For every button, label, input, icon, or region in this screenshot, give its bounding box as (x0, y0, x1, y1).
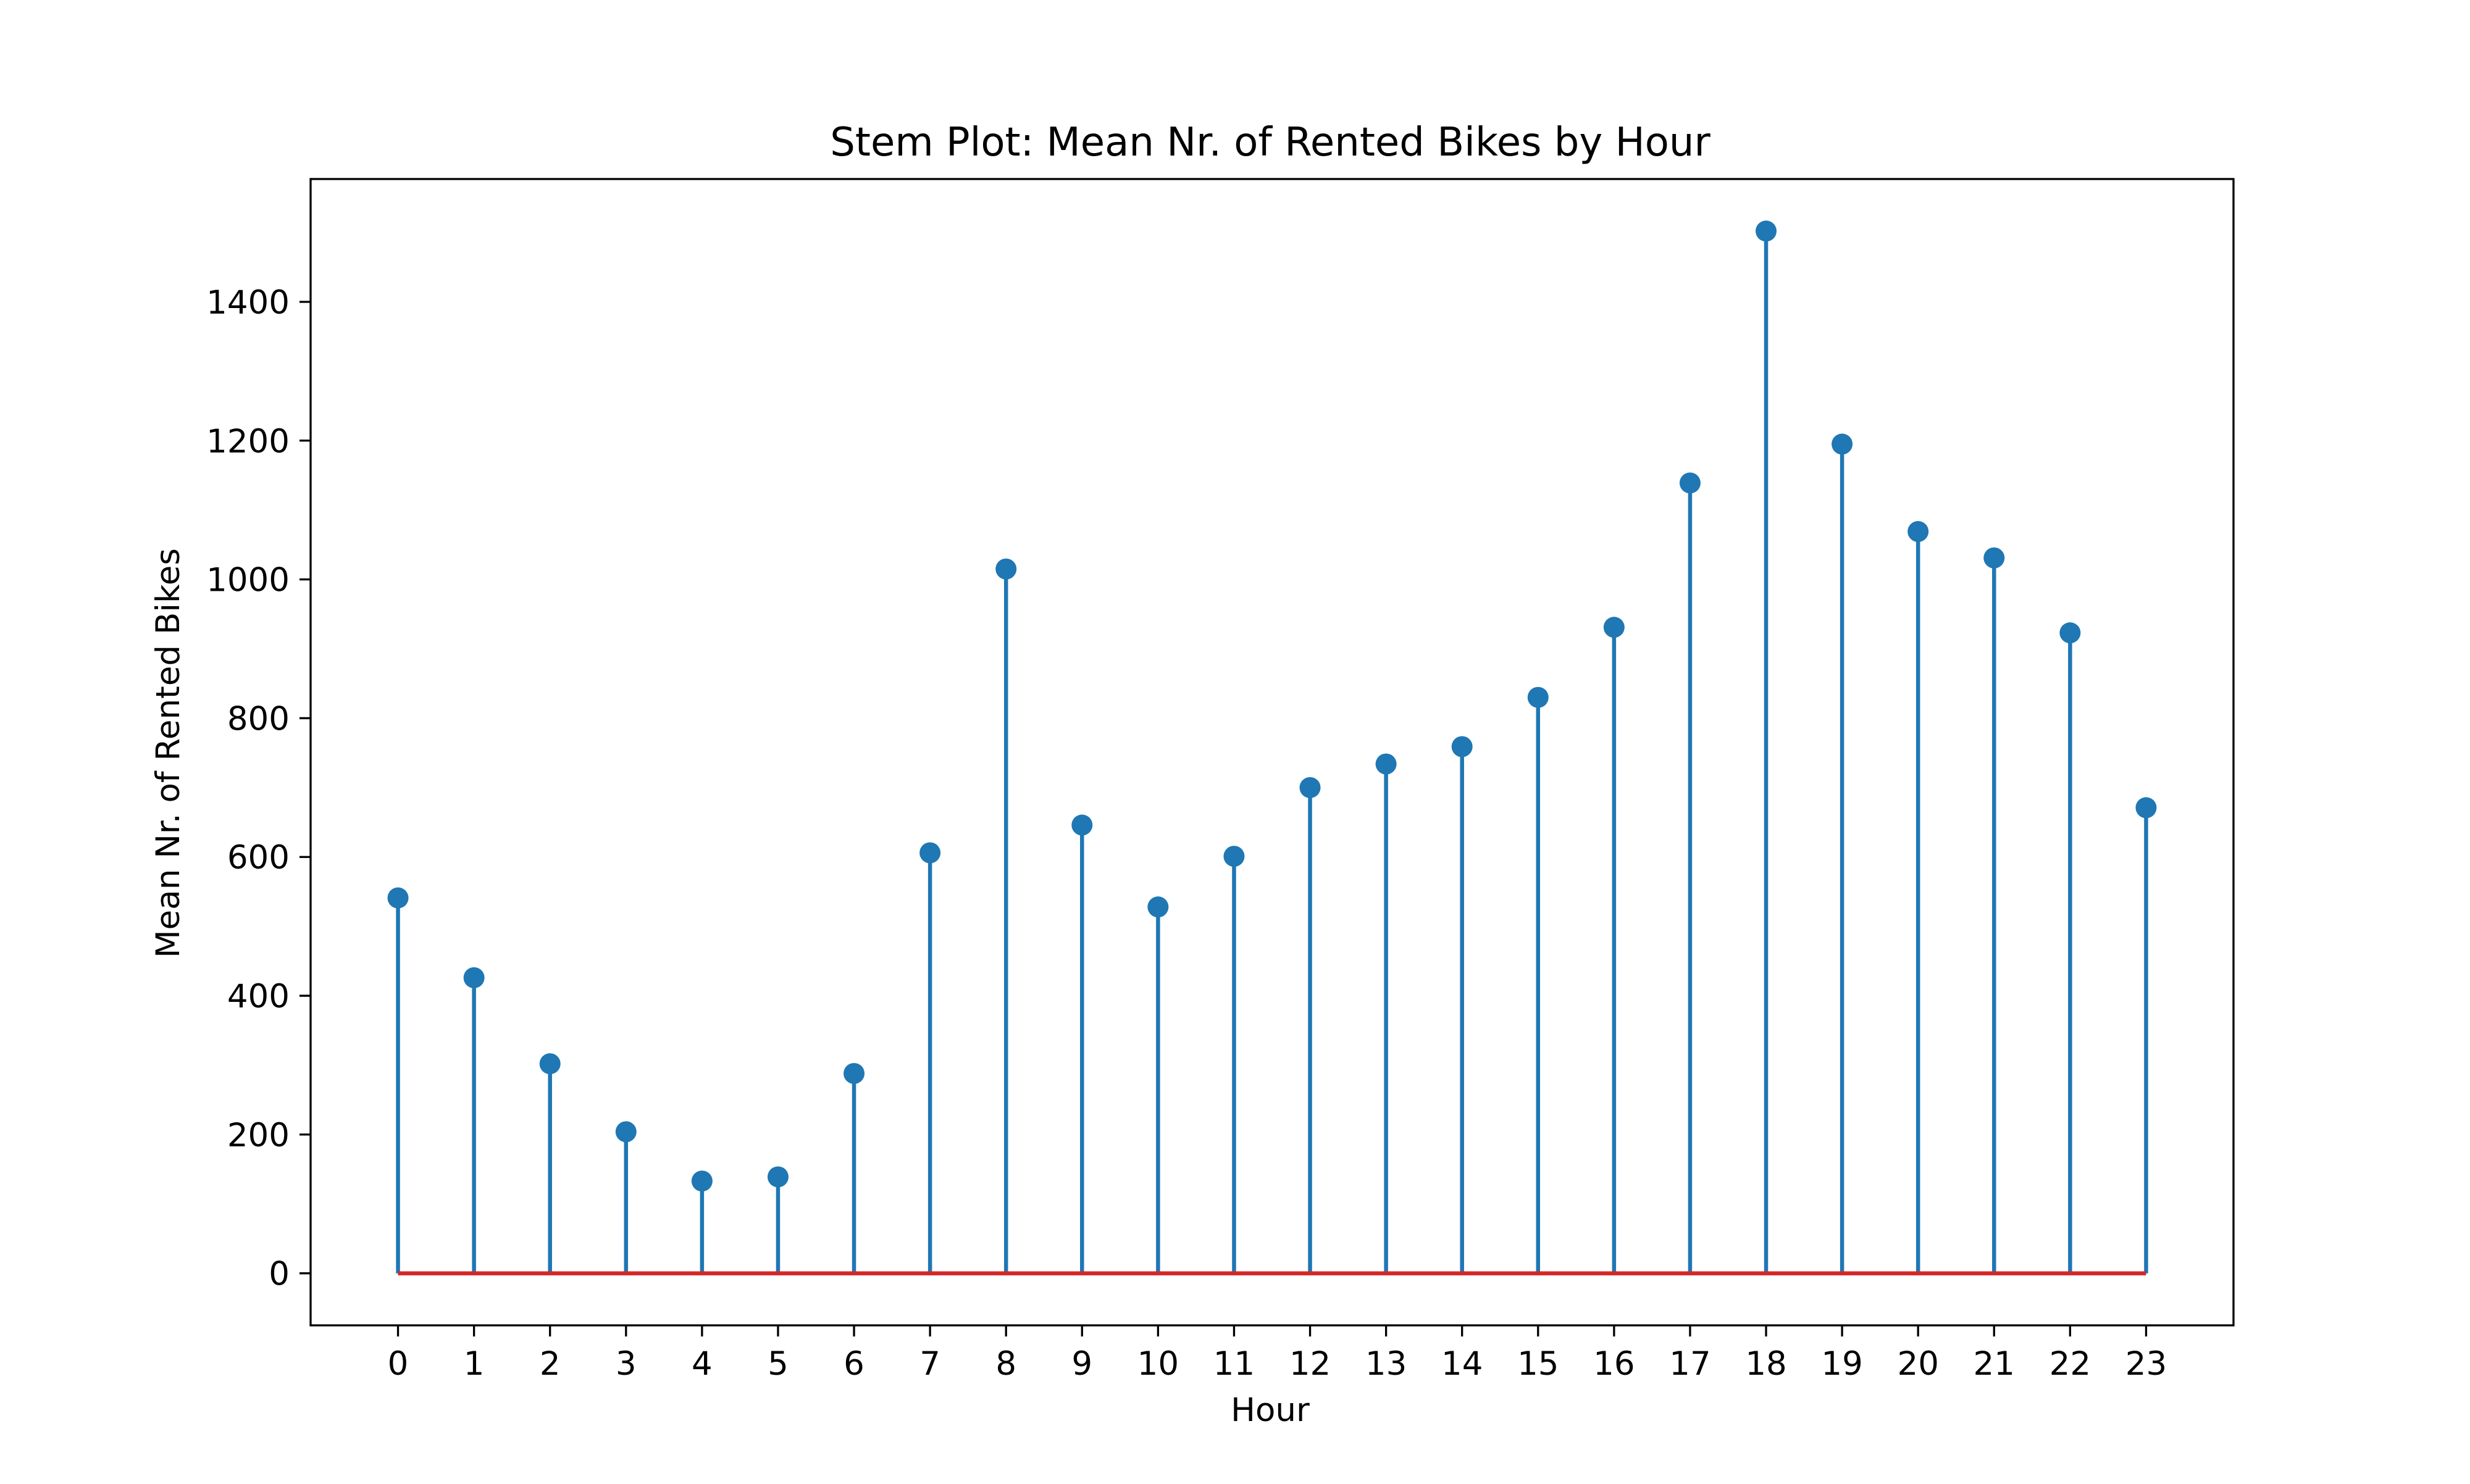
x-tick-label: 16 (1593, 1345, 1635, 1383)
stem-marker (767, 1166, 789, 1188)
stem-marker (539, 1053, 561, 1075)
y-tick-label: 200 (227, 1117, 290, 1154)
stem-marker (387, 887, 409, 909)
chart-title: Stem Plot: Mean Nr. of Rented Bikes by H… (830, 120, 1710, 165)
stem-marker (1375, 753, 1397, 775)
stem-marker (1756, 220, 1777, 242)
x-tick-label: 8 (995, 1345, 1016, 1383)
x-tick-label: 7 (919, 1345, 940, 1383)
x-tick-label: 12 (1289, 1345, 1331, 1383)
stem-marker (615, 1121, 637, 1143)
x-tick-label: 9 (1071, 1345, 1092, 1383)
stem-marker (1223, 846, 1245, 867)
stem-marker (1603, 617, 1625, 638)
x-tick-label: 13 (1365, 1345, 1407, 1383)
x-tick-label: 23 (2125, 1345, 2167, 1383)
plot-area: 0 1 2 3 4 5 6 7 8 9 10 11 12 13 14 15 16 17 18 19 20 21 22 2302… (206, 178, 2235, 1383)
x-tick-label: 0 (388, 1345, 409, 1383)
x-tick-label: 4 (692, 1345, 713, 1383)
plot-frame (309, 178, 2235, 1327)
stem-marker (1147, 896, 1169, 918)
x-tick-label: 19 (1821, 1345, 1862, 1383)
stem-marker (2135, 797, 2157, 819)
x-tick-label: 1 (464, 1345, 485, 1383)
x-tick-label: 15 (1517, 1345, 1559, 1383)
y-tick-label: 600 (227, 839, 290, 877)
stem-marker (844, 1062, 865, 1084)
y-tick-label: 1200 (206, 423, 290, 461)
stem-marker (1451, 736, 1473, 757)
x-tick-label: 14 (1441, 1345, 1483, 1383)
stem-marker (1527, 686, 1549, 708)
x-tick-label: 17 (1669, 1345, 1710, 1383)
stem-marker (691, 1170, 713, 1192)
stem-marker (463, 967, 485, 988)
stem-marker (919, 842, 941, 864)
y-tick-label: 1000 (206, 562, 290, 599)
x-axis-label: Hour (1231, 1391, 1310, 1429)
stem-marker (2059, 622, 2081, 644)
stem-marker (1907, 521, 1929, 543)
stem-marker (995, 558, 1017, 580)
y-axis-label: Mean Nr. of Rented Bikes (149, 548, 187, 958)
x-tick-label: 18 (1745, 1345, 1786, 1383)
x-tick-label: 2 (540, 1345, 561, 1383)
stem-marker (1983, 547, 2005, 569)
x-tick-label: 22 (2049, 1345, 2091, 1383)
x-tick-label: 5 (768, 1345, 789, 1383)
x-tick-label: 3 (616, 1345, 637, 1383)
stem-marker (1832, 433, 1853, 455)
x-tick-label: 6 (844, 1345, 865, 1383)
stem-marker (1071, 814, 1093, 836)
x-tick-label: 10 (1137, 1345, 1179, 1383)
x-tick-label: 21 (1974, 1345, 2015, 1383)
y-tick-label: 400 (227, 978, 290, 1015)
y-tick-label: 1400 (206, 284, 290, 322)
stem-marker (1299, 777, 1321, 798)
y-tick-label: 0 (269, 1256, 290, 1293)
y-tick-label: 800 (227, 700, 290, 738)
x-tick-label: 11 (1213, 1345, 1255, 1383)
x-tick-label: 20 (1897, 1345, 1938, 1383)
stem-marker (1679, 472, 1701, 494)
